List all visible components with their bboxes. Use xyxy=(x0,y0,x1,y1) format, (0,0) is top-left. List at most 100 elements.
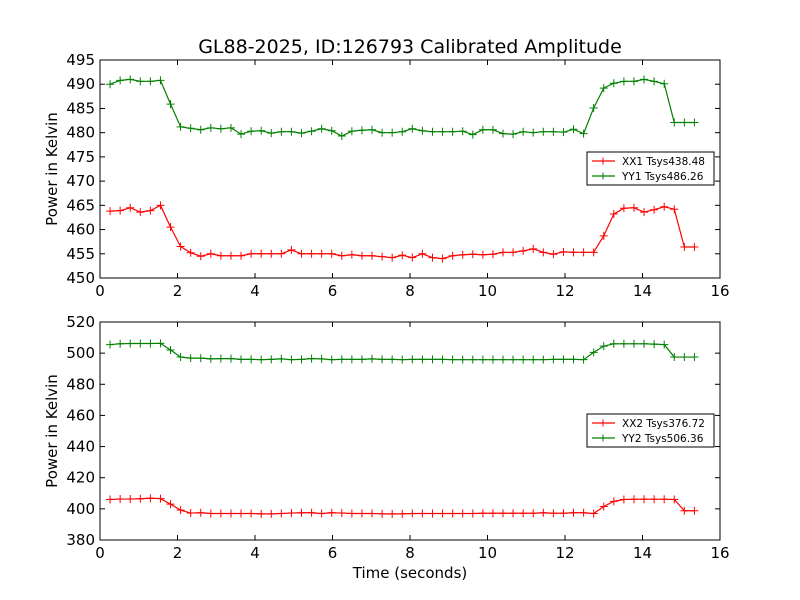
data-point xyxy=(609,79,618,88)
data-point xyxy=(297,355,306,364)
data-point xyxy=(237,251,246,260)
data-point xyxy=(468,355,477,364)
data-point xyxy=(357,509,366,518)
data-point xyxy=(307,127,316,136)
y-tick-label: 460 xyxy=(66,221,95,239)
data-point xyxy=(257,355,266,364)
data-point xyxy=(690,353,699,362)
data-point xyxy=(206,123,215,132)
data-point xyxy=(307,508,316,517)
data-point xyxy=(569,355,578,364)
data-point xyxy=(418,249,427,258)
data-point xyxy=(408,253,417,262)
data-point xyxy=(650,77,659,86)
x-tick-label: 6 xyxy=(328,544,338,562)
data-point xyxy=(378,355,387,364)
data-point xyxy=(337,509,346,518)
data-point xyxy=(488,355,497,364)
data-point xyxy=(378,509,387,518)
data-point xyxy=(478,355,487,364)
y-axis-label: Power in Kelvin xyxy=(43,374,61,488)
data-point xyxy=(418,355,427,364)
data-point xyxy=(136,494,145,503)
data-point xyxy=(267,355,276,364)
data-point xyxy=(347,250,356,259)
data-point xyxy=(468,250,477,259)
data-point xyxy=(368,354,377,363)
data-point xyxy=(226,123,235,132)
data-point xyxy=(499,248,507,257)
y-tick-label: 460 xyxy=(66,406,95,424)
x-tick-label: 6 xyxy=(328,282,338,300)
x-tick-label: 16 xyxy=(710,282,729,300)
legend-label: XX1 Tsys438.48 xyxy=(622,156,705,168)
x-tick-label: 14 xyxy=(633,282,652,300)
data-point xyxy=(680,242,689,251)
data-point xyxy=(126,203,135,212)
data-point xyxy=(529,244,538,253)
data-point xyxy=(589,248,598,257)
data-point xyxy=(368,125,377,134)
data-point xyxy=(539,355,548,364)
data-point xyxy=(619,495,628,504)
data-point xyxy=(629,495,638,504)
y-tick-label: 485 xyxy=(66,99,95,117)
data-point xyxy=(226,354,235,363)
y-tick-label: 440 xyxy=(66,438,95,456)
legend-label: YY1 Tsys486.26 xyxy=(621,171,704,183)
data-point xyxy=(690,242,699,251)
data-point xyxy=(287,127,296,136)
data-point xyxy=(357,251,366,260)
y-tick-label: 500 xyxy=(66,344,95,362)
data-point xyxy=(488,509,497,518)
data-point xyxy=(458,250,467,259)
data-point xyxy=(136,208,145,217)
series-line-1 xyxy=(110,204,695,260)
data-point xyxy=(690,506,699,515)
data-point xyxy=(599,502,608,511)
x-tick-label: 0 xyxy=(95,282,105,300)
data-point xyxy=(478,125,487,134)
data-point xyxy=(650,340,659,349)
data-point xyxy=(237,355,246,364)
data-point xyxy=(428,253,437,262)
data-point xyxy=(640,75,649,84)
legend-marker xyxy=(599,419,607,427)
y-tick-label: 420 xyxy=(66,469,95,487)
x-tick-label: 14 xyxy=(633,544,652,562)
data-point xyxy=(569,125,578,134)
data-point xyxy=(146,339,155,348)
data-point xyxy=(660,79,669,88)
legend-box xyxy=(586,413,715,448)
data-point xyxy=(247,127,256,136)
data-point xyxy=(418,509,427,518)
legend-box xyxy=(586,151,715,186)
data-point xyxy=(287,245,296,254)
data-point xyxy=(629,77,638,86)
data-point xyxy=(257,249,266,258)
data-point xyxy=(327,355,336,364)
bottom-panel: 0 2 4 6 8 10 12 14 16 380 400 420 440 460 480 500 520 Pow… xyxy=(43,313,730,562)
data-point xyxy=(499,355,507,364)
data-point xyxy=(156,494,165,503)
data-point xyxy=(317,354,326,363)
data-point xyxy=(438,355,447,364)
data-point xyxy=(186,124,195,133)
data-point xyxy=(478,250,487,259)
data-point xyxy=(186,248,195,257)
data-point xyxy=(297,129,306,138)
data-point xyxy=(408,509,417,518)
data-point xyxy=(216,509,225,518)
data-point xyxy=(408,355,417,364)
data-point xyxy=(116,76,125,85)
data-point xyxy=(106,207,115,216)
data-point xyxy=(569,248,578,257)
data-point xyxy=(509,509,518,518)
data-point xyxy=(398,355,407,364)
x-tick-label: 2 xyxy=(173,544,183,562)
x-tick-label: 4 xyxy=(250,282,260,300)
data-point xyxy=(277,354,286,363)
data-point xyxy=(599,231,608,240)
data-point xyxy=(267,249,276,258)
data-point xyxy=(116,339,125,348)
